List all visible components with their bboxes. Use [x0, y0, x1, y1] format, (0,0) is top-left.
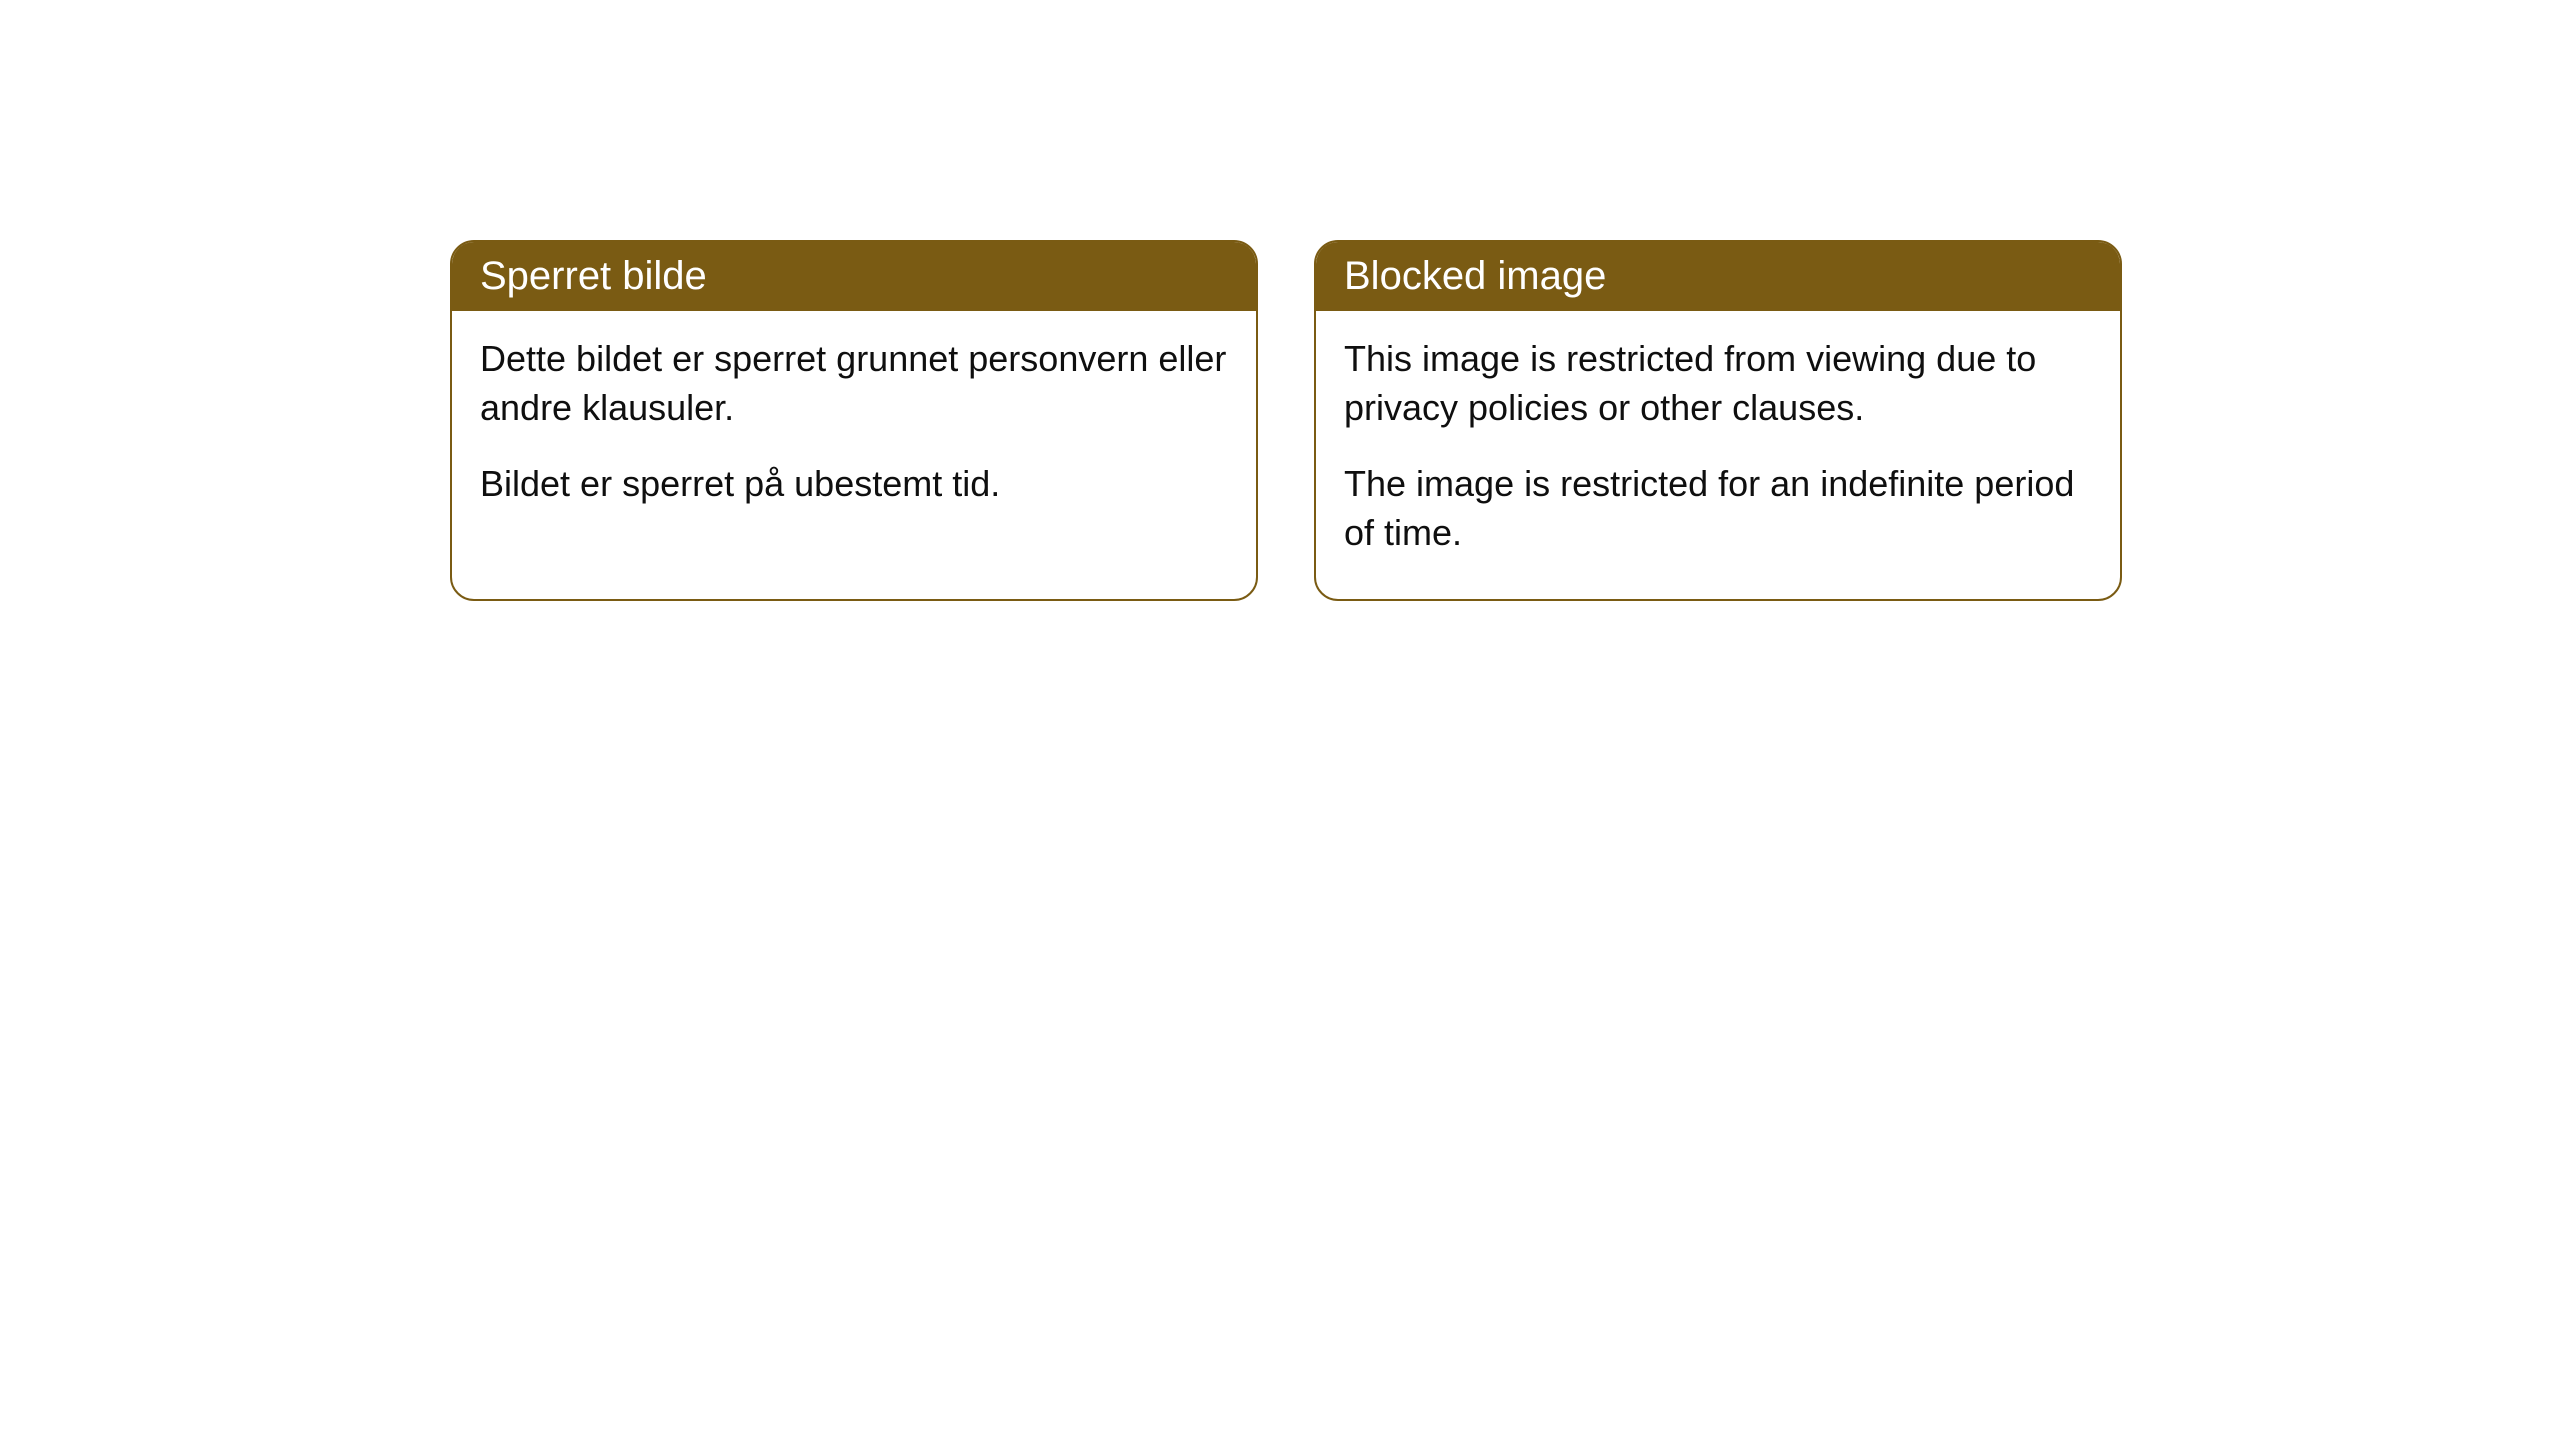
card-header: Sperret bilde [452, 242, 1256, 311]
card-paragraph: This image is restricted from viewing du… [1344, 335, 2092, 432]
card-body: This image is restricted from viewing du… [1316, 311, 2120, 599]
notice-cards-container: Sperret bilde Dette bildet er sperret gr… [450, 240, 2560, 601]
card-paragraph: Dette bildet er sperret grunnet personve… [480, 335, 1228, 432]
card-paragraph: The image is restricted for an indefinit… [1344, 460, 2092, 557]
card-title: Sperret bilde [480, 254, 707, 298]
card-title: Blocked image [1344, 254, 1606, 298]
card-paragraph: Bildet er sperret på ubestemt tid. [480, 460, 1228, 509]
card-header: Blocked image [1316, 242, 2120, 311]
card-body: Dette bildet er sperret grunnet personve… [452, 311, 1256, 551]
notice-card-english: Blocked image This image is restricted f… [1314, 240, 2122, 601]
notice-card-norwegian: Sperret bilde Dette bildet er sperret gr… [450, 240, 1258, 601]
